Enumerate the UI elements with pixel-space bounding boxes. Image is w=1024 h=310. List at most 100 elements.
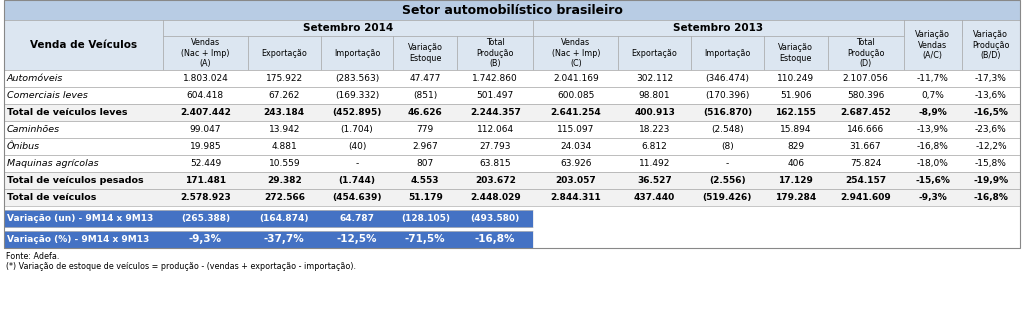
Text: 807: 807 — [417, 159, 434, 168]
Text: Exportação: Exportação — [261, 48, 307, 57]
Text: 27.793: 27.793 — [479, 142, 511, 151]
Text: 18.223: 18.223 — [639, 125, 671, 134]
Text: 2.407.442: 2.407.442 — [180, 108, 230, 117]
Text: Setembro 2013: Setembro 2013 — [674, 23, 764, 33]
Text: 6.812: 6.812 — [642, 142, 668, 151]
Text: 112.064: 112.064 — [476, 125, 514, 134]
Text: (454.639): (454.639) — [332, 193, 382, 202]
Text: (8): (8) — [721, 142, 734, 151]
Text: -23,6%: -23,6% — [975, 125, 1007, 134]
Text: 272.566: 272.566 — [264, 193, 305, 202]
Text: Vendas
(Nac + Imp)
(A): Vendas (Nac + Imp) (A) — [181, 38, 229, 68]
Text: (164.874): (164.874) — [259, 214, 309, 223]
Text: 203.057: 203.057 — [555, 176, 596, 185]
Text: 171.481: 171.481 — [185, 176, 226, 185]
Bar — [962, 20, 1020, 70]
Text: Variação
Vendas
(A/C): Variação Vendas (A/C) — [915, 30, 950, 60]
Text: -15,6%: -15,6% — [915, 176, 950, 185]
Text: 146.666: 146.666 — [847, 125, 884, 134]
Text: Setembro 2014: Setembro 2014 — [303, 23, 393, 33]
Text: 4.881: 4.881 — [271, 142, 297, 151]
Text: -12,2%: -12,2% — [975, 142, 1007, 151]
Bar — [4, 121, 1020, 138]
Text: (40): (40) — [348, 142, 367, 151]
Text: 2.041.169: 2.041.169 — [553, 74, 599, 83]
Bar — [4, 138, 1020, 155]
Text: Caminhões: Caminhões — [7, 125, 60, 134]
Text: Exportação: Exportação — [632, 48, 678, 57]
Text: Ônibus: Ônibus — [7, 142, 40, 151]
Text: -: - — [726, 159, 729, 168]
Text: -16,8%: -16,8% — [974, 193, 1009, 202]
Text: -17,3%: -17,3% — [975, 74, 1007, 83]
Text: 51.906: 51.906 — [780, 91, 811, 100]
Text: 175.922: 175.922 — [266, 74, 303, 83]
Text: 52.449: 52.449 — [189, 159, 221, 168]
Text: 51.179: 51.179 — [408, 193, 442, 202]
Bar — [4, 20, 163, 70]
Text: 162.155: 162.155 — [775, 108, 816, 117]
Bar — [4, 87, 1020, 104]
Text: 179.284: 179.284 — [775, 193, 816, 202]
Text: (516.870): (516.870) — [702, 108, 752, 117]
Bar — [903, 20, 962, 70]
Text: 829: 829 — [787, 142, 804, 151]
Bar — [827, 36, 903, 70]
Bar — [4, 0, 1020, 248]
Text: 0,7%: 0,7% — [922, 91, 944, 100]
Text: (493.580): (493.580) — [471, 214, 520, 223]
Text: 604.418: 604.418 — [186, 91, 224, 100]
Text: 600.085: 600.085 — [557, 91, 595, 100]
Text: 254.157: 254.157 — [845, 176, 886, 185]
Text: -13,6%: -13,6% — [975, 91, 1007, 100]
Text: 2.941.609: 2.941.609 — [841, 193, 891, 202]
Text: 779: 779 — [417, 125, 434, 134]
Text: 10.559: 10.559 — [268, 159, 300, 168]
Text: (346.474): (346.474) — [706, 74, 750, 83]
Text: 63.926: 63.926 — [560, 159, 592, 168]
Text: 243.184: 243.184 — [264, 108, 305, 117]
Bar — [4, 155, 1020, 172]
Text: Importação: Importação — [705, 48, 751, 57]
Text: 302.112: 302.112 — [636, 74, 673, 83]
Bar — [691, 36, 764, 70]
Bar — [534, 36, 618, 70]
Text: -19,9%: -19,9% — [974, 176, 1009, 185]
Text: 15.894: 15.894 — [780, 125, 811, 134]
Text: -15,8%: -15,8% — [975, 159, 1007, 168]
Text: 46.626: 46.626 — [408, 108, 442, 117]
Text: (283.563): (283.563) — [335, 74, 379, 83]
Text: -71,5%: -71,5% — [404, 234, 445, 245]
Text: 2.107.056: 2.107.056 — [843, 74, 889, 83]
Bar — [4, 189, 1020, 206]
Text: -16,8%: -16,8% — [916, 142, 948, 151]
Text: 437.440: 437.440 — [634, 193, 675, 202]
Text: 2.244.357: 2.244.357 — [470, 108, 520, 117]
Text: 67.262: 67.262 — [268, 91, 300, 100]
Text: (519.426): (519.426) — [702, 193, 752, 202]
Text: Variação
Estoque: Variação Estoque — [778, 43, 813, 63]
Text: (265.388): (265.388) — [181, 214, 230, 223]
Text: -: - — [355, 159, 358, 168]
Text: (2.548): (2.548) — [711, 125, 743, 134]
Text: -9,3%: -9,3% — [919, 193, 947, 202]
Bar — [903, 20, 962, 36]
Bar — [163, 20, 534, 36]
Text: Total
Produção
(D): Total Produção (D) — [847, 38, 885, 68]
Text: 2.578.923: 2.578.923 — [180, 193, 230, 202]
Text: 11.492: 11.492 — [639, 159, 671, 168]
Text: 2.844.311: 2.844.311 — [551, 193, 601, 202]
Text: -8,9%: -8,9% — [919, 108, 947, 117]
Bar — [457, 36, 534, 70]
Text: 1.742.860: 1.742.860 — [472, 74, 518, 83]
Text: 1.803.024: 1.803.024 — [182, 74, 228, 83]
Text: -37,7%: -37,7% — [264, 234, 305, 245]
Text: 63.815: 63.815 — [479, 159, 511, 168]
Text: Variação (un) - 9M14 x 9M13: Variação (un) - 9M14 x 9M13 — [7, 214, 154, 223]
Text: 13.942: 13.942 — [268, 125, 300, 134]
Text: (851): (851) — [413, 91, 437, 100]
Text: 406: 406 — [787, 159, 804, 168]
Text: -13,9%: -13,9% — [916, 125, 948, 134]
Text: 2.967: 2.967 — [413, 142, 438, 151]
Text: Automóveis: Automóveis — [7, 74, 63, 83]
